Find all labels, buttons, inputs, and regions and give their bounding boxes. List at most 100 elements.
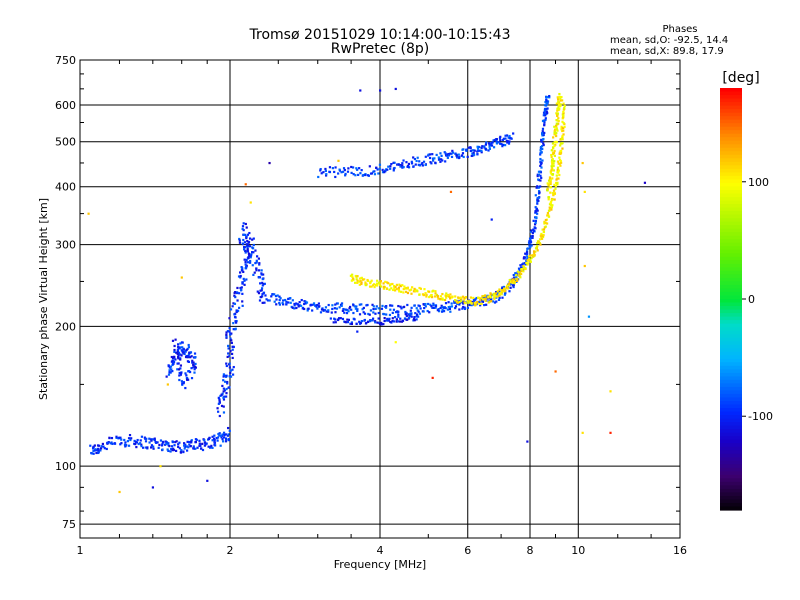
data-point bbox=[224, 433, 227, 436]
data-point bbox=[118, 436, 121, 439]
colorbar-segment bbox=[720, 109, 742, 114]
data-point bbox=[246, 244, 250, 247]
data-point bbox=[223, 374, 226, 377]
data-point bbox=[173, 344, 176, 348]
data-point bbox=[551, 158, 554, 161]
data-point bbox=[366, 303, 369, 307]
data-point bbox=[239, 289, 243, 292]
data-point bbox=[382, 282, 385, 285]
data-point bbox=[562, 129, 565, 132]
data-point bbox=[520, 269, 523, 273]
data-point bbox=[238, 239, 241, 242]
data-point bbox=[552, 189, 556, 192]
data-point bbox=[351, 166, 355, 169]
data-point bbox=[177, 362, 180, 365]
data-point bbox=[244, 263, 247, 266]
data-point bbox=[319, 311, 323, 314]
data-point bbox=[238, 306, 241, 309]
data-point bbox=[443, 151, 446, 154]
data-point bbox=[251, 246, 254, 249]
data-point bbox=[450, 305, 454, 308]
colorbar-segment bbox=[720, 320, 742, 325]
data-point bbox=[470, 154, 473, 158]
data-point bbox=[293, 302, 296, 306]
data-point bbox=[492, 292, 496, 295]
data-point bbox=[234, 327, 237, 330]
data-point bbox=[186, 440, 189, 443]
data-point bbox=[178, 441, 181, 444]
data-point bbox=[536, 174, 539, 178]
colorbar-segment bbox=[720, 172, 742, 177]
data-point bbox=[352, 311, 355, 315]
data-point bbox=[319, 169, 322, 172]
data-point bbox=[454, 305, 458, 308]
data-point bbox=[490, 142, 493, 145]
data-point bbox=[243, 241, 247, 244]
data-point bbox=[95, 451, 98, 455]
data-point bbox=[441, 159, 444, 162]
data-point bbox=[547, 198, 550, 201]
data-point bbox=[473, 149, 476, 152]
data-point bbox=[517, 274, 521, 277]
data-point bbox=[506, 139, 509, 143]
data-point bbox=[609, 431, 612, 434]
data-point bbox=[152, 445, 155, 448]
x-tick-label: 2 bbox=[227, 544, 234, 557]
data-point bbox=[517, 267, 521, 270]
data-point bbox=[546, 187, 549, 190]
colorbar-segment bbox=[720, 116, 742, 121]
data-point bbox=[184, 372, 187, 375]
data-point bbox=[516, 270, 520, 273]
data-point bbox=[207, 445, 210, 448]
colorbar-tick-label: 100 bbox=[748, 176, 769, 189]
data-point bbox=[385, 319, 388, 322]
data-point bbox=[151, 486, 155, 489]
data-point bbox=[530, 229, 533, 232]
data-point bbox=[351, 279, 354, 282]
data-point bbox=[496, 292, 500, 295]
data-point bbox=[398, 283, 401, 286]
data-point bbox=[255, 261, 258, 264]
data-point bbox=[254, 249, 257, 252]
data-point bbox=[177, 351, 181, 354]
data-point bbox=[258, 299, 262, 302]
y-tick-label: 400 bbox=[55, 181, 76, 194]
data-point bbox=[261, 293, 264, 296]
data-point bbox=[298, 301, 301, 304]
colorbar-segment bbox=[720, 309, 742, 314]
data-point bbox=[177, 354, 180, 357]
data-point bbox=[158, 443, 161, 447]
data-point bbox=[536, 245, 539, 248]
data-point bbox=[419, 287, 423, 290]
data-point bbox=[222, 436, 226, 439]
data-point bbox=[188, 440, 191, 444]
colorbar-segment bbox=[720, 133, 742, 138]
data-point bbox=[144, 440, 148, 443]
colorbar-segment bbox=[720, 376, 742, 381]
data-point bbox=[364, 322, 368, 325]
data-point bbox=[415, 159, 418, 163]
data-point bbox=[219, 444, 222, 447]
data-point bbox=[529, 259, 532, 262]
data-point bbox=[265, 298, 268, 301]
data-point bbox=[395, 287, 398, 291]
data-point bbox=[545, 102, 549, 106]
data-point bbox=[441, 297, 444, 300]
data-point bbox=[230, 339, 233, 342]
colorbar-segment bbox=[720, 267, 742, 272]
data-point bbox=[483, 145, 486, 148]
data-point bbox=[250, 253, 253, 256]
data-point bbox=[609, 390, 612, 393]
colorbar-segment bbox=[720, 379, 742, 384]
colorbar-segment bbox=[720, 168, 742, 173]
data-point bbox=[467, 146, 470, 149]
data-point bbox=[508, 278, 511, 282]
colorbar-segment bbox=[720, 358, 742, 363]
data-point bbox=[434, 306, 437, 309]
data-point bbox=[529, 254, 533, 257]
data-point bbox=[423, 293, 426, 297]
data-point bbox=[273, 300, 276, 303]
data-point bbox=[260, 289, 263, 292]
data-point bbox=[409, 288, 413, 291]
data-point bbox=[489, 300, 492, 303]
